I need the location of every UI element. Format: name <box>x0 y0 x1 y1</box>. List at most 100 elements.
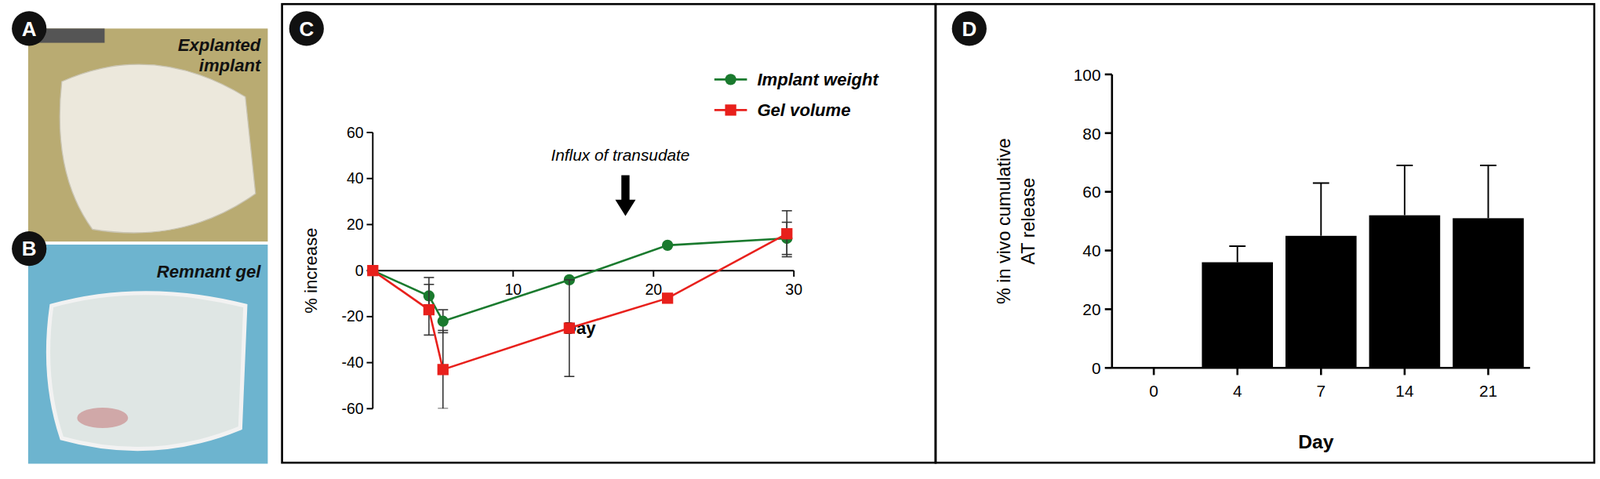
bar <box>1118 367 1190 369</box>
legend-label: Implant weight <box>756 69 880 90</box>
x-tick-label: 4 <box>1232 381 1243 400</box>
bar <box>1369 215 1441 369</box>
x-tick <box>512 270 514 277</box>
error-bar <box>563 280 575 377</box>
photo-caption: Remnant gel <box>156 261 262 282</box>
error-bar <box>1396 165 1414 216</box>
panel-letter: D <box>961 17 977 41</box>
y-tick-label: 0 <box>1091 359 1102 378</box>
panel-badge <box>11 10 47 46</box>
error-bar <box>1480 165 1497 219</box>
x-tick-label: 0 <box>1149 381 1159 400</box>
y-tick-label: -20 <box>341 307 364 325</box>
plot-area <box>367 210 793 409</box>
series-line <box>372 233 787 370</box>
legend-marker <box>724 104 736 116</box>
error-bar <box>437 309 448 333</box>
x-tick-label: 7 <box>1316 381 1327 400</box>
marker <box>563 322 575 334</box>
gel-shape <box>47 293 245 450</box>
y-tick-label: 20 <box>1082 300 1101 319</box>
x-tick-label: 14 <box>1395 381 1414 400</box>
series-line <box>372 238 787 322</box>
x-tick <box>1236 367 1239 375</box>
y-tick <box>367 131 374 134</box>
error-bar <box>781 210 793 258</box>
y-tick <box>367 362 374 364</box>
y-tick <box>1105 308 1113 311</box>
x-axis <box>372 269 794 272</box>
y-tick <box>367 407 374 410</box>
y-tick-label: -60 <box>341 400 364 418</box>
panel-letter: B <box>21 236 37 261</box>
y-axis <box>1111 74 1114 368</box>
y-tick-label: 0 <box>355 261 364 280</box>
error-bar <box>1229 246 1246 263</box>
marker <box>367 265 379 277</box>
y-axis-label: % increase <box>301 228 321 314</box>
photo-a <box>28 28 269 242</box>
y-tick <box>367 316 374 318</box>
bar <box>1452 218 1524 368</box>
x-tick <box>1320 367 1323 375</box>
y-tick <box>1105 131 1113 135</box>
x-tick <box>652 270 655 277</box>
x-tick <box>1152 367 1156 375</box>
marker <box>781 228 793 240</box>
x-tick-label: 21 <box>1479 381 1498 400</box>
photo-b <box>28 244 269 465</box>
marker <box>367 265 379 277</box>
y-tick <box>1105 73 1113 77</box>
y-tick-label: 60 <box>1082 182 1101 201</box>
blood-trace <box>76 407 128 429</box>
x-tick <box>1487 367 1490 375</box>
error-bar <box>563 279 575 280</box>
error-bar <box>1145 367 1163 369</box>
x-tick <box>792 270 795 277</box>
marker <box>661 240 673 251</box>
marker <box>437 316 449 328</box>
x-tick <box>1403 367 1407 375</box>
caption-line: implant <box>199 55 262 76</box>
marker <box>437 363 449 375</box>
label-line: AT release <box>1018 178 1039 266</box>
y-tick-label: 100 <box>1073 65 1102 84</box>
x-tick-label: 30 <box>785 280 803 299</box>
marker <box>423 304 435 316</box>
panel-letter: A <box>21 17 37 41</box>
photo-caption: Explantedimplant <box>178 35 262 76</box>
y-tick-label: 40 <box>1082 241 1101 260</box>
photo-background <box>28 244 269 465</box>
y-tick-label: 40 <box>346 169 364 187</box>
y-axis-label: % in vivo cumulativeAT release <box>993 138 1039 305</box>
label-line: % in vivo cumulative <box>993 138 1015 305</box>
panel-badge <box>11 231 47 266</box>
panel-badge <box>952 10 987 46</box>
figure: Explantedimplant Remnant gel A B C D -60 -40 -20… <box>0 0 1600 479</box>
y-tick <box>1105 367 1113 370</box>
panel-letter: C <box>298 17 314 41</box>
implant-shape <box>59 64 256 233</box>
error-bar <box>423 284 434 336</box>
panel-frame <box>935 3 1595 463</box>
caption-line: Explanted <box>178 35 262 55</box>
y-tick <box>367 178 374 180</box>
plot-area <box>1145 165 1524 368</box>
panel-frame <box>282 3 936 463</box>
bar <box>1285 236 1357 368</box>
y-tick <box>367 223 374 226</box>
y-tick-label: 20 <box>346 215 364 233</box>
y-tick-label: -40 <box>341 353 364 371</box>
legend-marker <box>724 73 736 85</box>
legend-label: Gel volume <box>756 100 851 120</box>
x-axis-label: Day <box>1298 431 1335 453</box>
panel-badge <box>289 10 324 46</box>
annotation: Influx of transudate <box>550 145 690 164</box>
y-tick-label: 60 <box>346 123 364 142</box>
marker <box>661 292 673 304</box>
y-tick <box>1105 190 1113 193</box>
error-bar <box>437 330 448 409</box>
x-tick-label: 20 <box>644 280 662 299</box>
annotation-arrow <box>614 175 636 217</box>
y-tick <box>1105 249 1113 252</box>
